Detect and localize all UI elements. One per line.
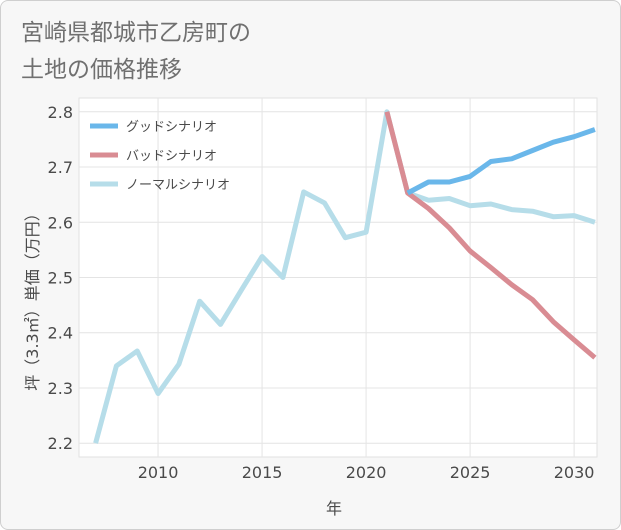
y-tick-label: 2.3 <box>48 379 73 398</box>
series-layer <box>93 109 597 444</box>
chart-title: 宮崎県都城市乙房町の 土地の価格推移 <box>21 15 381 89</box>
series-line-2 <box>93 109 596 444</box>
series-line-1 <box>384 111 597 360</box>
legend-label-0: グッドシナリオ <box>126 120 217 135</box>
title-line-2: 土地の価格推移 <box>21 57 182 83</box>
x-tick-label: 2015 <box>242 463 283 482</box>
y-tick-label: 2.5 <box>48 269 73 288</box>
legend-label-2: ノーマルシナリオ <box>126 178 230 193</box>
x-axis-ticks: 2010 2015 2020 2025 2030 <box>138 463 595 482</box>
x-tick-label: 2025 <box>450 463 491 482</box>
x-tick-label: 2030 <box>554 463 595 482</box>
legend-label-1: バッドシナリオ <box>126 149 217 164</box>
title-line-1: 宮崎県都城市乙房町の <box>21 20 251 46</box>
y-tick-label: 2.4 <box>48 324 73 343</box>
x-tick-label: 2010 <box>138 463 179 482</box>
y-tick-label: 2.6 <box>48 213 73 232</box>
y-axis-ticks: 2.2 2.3 2.4 2.5 2.6 2.7 2.8 <box>48 103 73 453</box>
gridlines <box>79 98 597 457</box>
x-tick-label: 2020 <box>346 463 387 482</box>
y-axis-title: 坪（3.3㎡）単価（万円） <box>23 205 42 390</box>
x-axis-title: 年 <box>326 499 342 518</box>
series-line-0 <box>406 127 596 196</box>
y-tick-label: 2.7 <box>48 158 73 177</box>
y-tick-label: 2.2 <box>48 434 73 453</box>
y-tick-label: 2.8 <box>48 103 73 122</box>
